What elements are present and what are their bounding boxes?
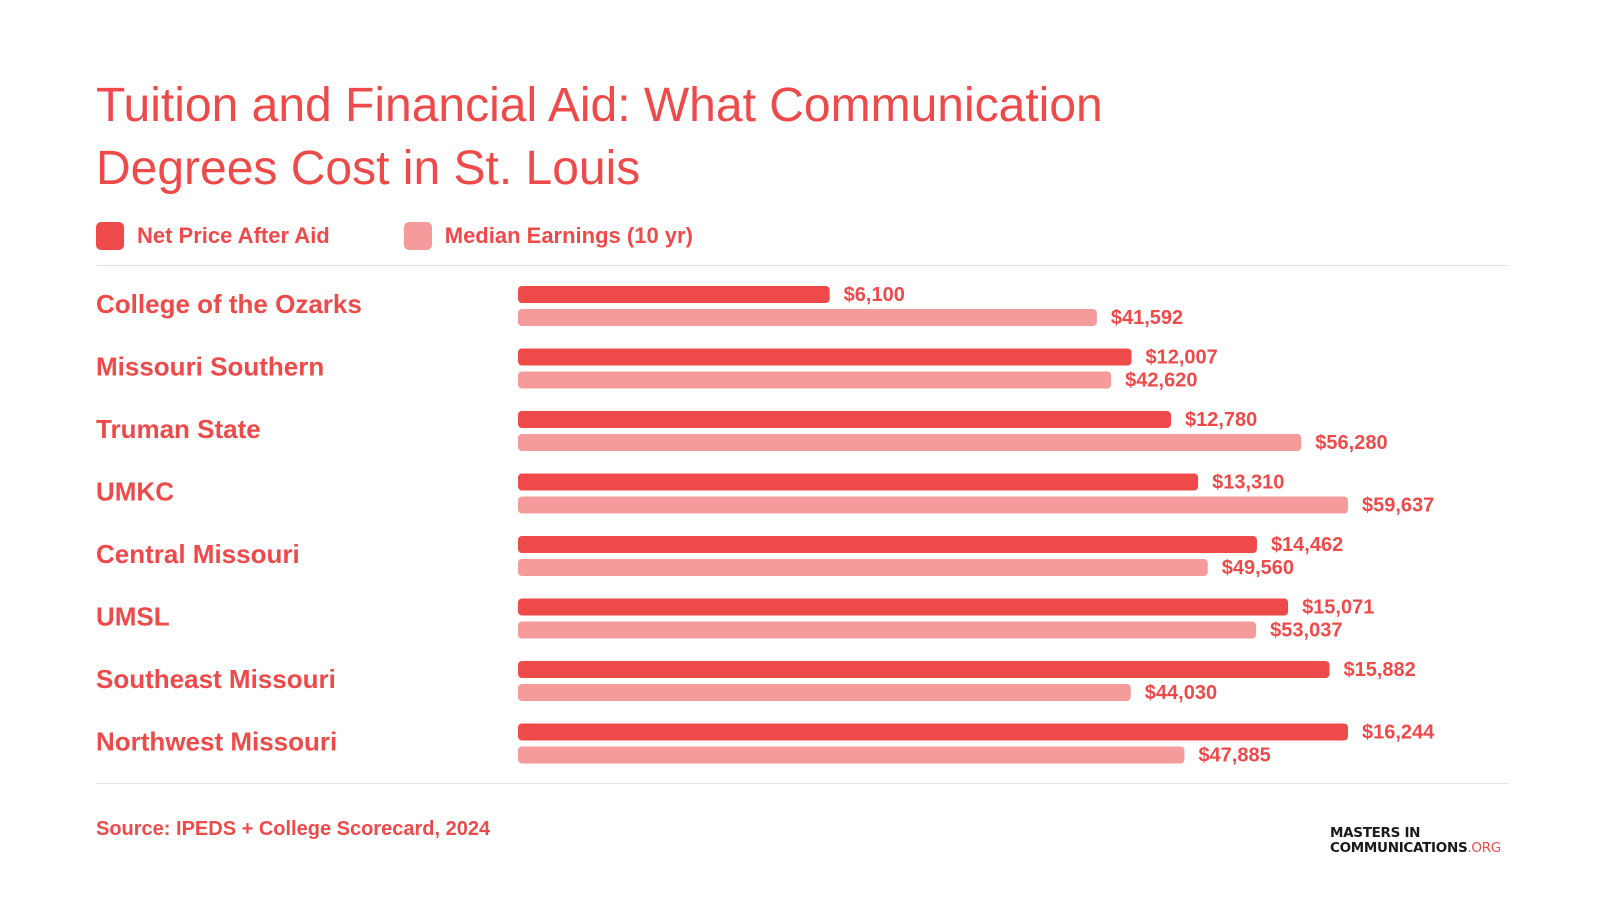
category-label: Missouri Southern <box>96 352 324 382</box>
source-note: Source: IPEDS + College Scorecard, 2024 <box>96 818 491 840</box>
bar-median-earnings <box>518 371 1112 389</box>
chart-title: Tuition and Financial Aid: What Communic… <box>96 74 1296 200</box>
bar-net-price <box>518 473 1199 491</box>
category-label: College of the Ozarks <box>96 289 362 319</box>
legend-label-net-price: Net Price After Aid <box>137 223 330 248</box>
logo-suffix: .ORG <box>1467 840 1501 856</box>
legend-item-median-earnings: Median Earnings (10 yr) <box>403 222 693 250</box>
bar-net-price <box>518 411 1172 428</box>
bar-net-price <box>518 536 1257 553</box>
bar-net-price <box>518 286 830 303</box>
bar-median-earnings <box>518 684 1131 701</box>
bottom-divider <box>96 783 1508 784</box>
logo-line-2: COMMUNICATIONS <box>1330 840 1468 856</box>
bar-net-price <box>518 598 1289 616</box>
value-label-net-price: $13,310 <box>1212 472 1284 494</box>
bar-median-earnings <box>518 746 1185 764</box>
value-label-net-price: $12,780 <box>1185 409 1257 431</box>
value-label-median-earnings: $42,620 <box>1125 370 1197 392</box>
category-label: Southeast Missouri <box>96 664 336 694</box>
chart-title-line-1: Tuition and Financial Aid: What Communic… <box>96 79 1103 132</box>
legend-item-net-price: Net Price After Aid <box>96 222 330 250</box>
legend: Net Price After Aid Median Earnings (10 … <box>96 222 767 250</box>
value-label-net-price: $12,007 <box>1146 347 1218 369</box>
bar-median-earnings <box>518 559 1208 576</box>
bar-net-price <box>518 348 1132 366</box>
category-label: Truman State <box>96 414 261 444</box>
value-label-median-earnings: $59,637 <box>1362 495 1434 517</box>
legend-swatch-median-earnings <box>403 222 432 250</box>
legend-label-median-earnings: Median Earnings (10 yr) <box>444 223 693 248</box>
legend-swatch-net-price <box>96 222 124 250</box>
category-label: UMKC <box>96 477 174 507</box>
logo-line-1: MASTERS IN <box>1330 825 1421 841</box>
value-label-net-price: $15,882 <box>1344 659 1416 681</box>
bar-median-earnings <box>518 621 1257 639</box>
value-label-net-price: $6,100 <box>844 284 905 306</box>
value-label-median-earnings: $41,592 <box>1111 307 1183 329</box>
bar-median-earnings <box>518 309 1097 326</box>
chart-title-line-2: Degrees Cost in St. Louis <box>96 142 641 195</box>
top-divider <box>96 265 1508 266</box>
category-label: UMSL <box>96 602 170 632</box>
value-label-median-earnings: $44,030 <box>1145 682 1217 704</box>
value-label-median-earnings: $47,885 <box>1198 745 1270 767</box>
value-label-median-earnings: $53,037 <box>1270 620 1342 642</box>
category-label: Northwest Missouri <box>96 727 337 757</box>
value-label-median-earnings: $49,560 <box>1222 557 1294 579</box>
bar-net-price <box>518 661 1330 678</box>
value-label-net-price: $14,462 <box>1271 534 1343 556</box>
value-label-net-price: $16,244 <box>1362 722 1435 744</box>
category-label: Central Missouri <box>96 539 300 569</box>
bar-median-earnings <box>518 434 1302 451</box>
value-label-net-price: $15,071 <box>1302 597 1374 619</box>
value-label-median-earnings: $56,280 <box>1315 432 1387 454</box>
bar-median-earnings <box>518 496 1348 514</box>
bar-net-price <box>518 723 1348 741</box>
site-logo: MASTERS IN COMMUNICATIONS.ORG <box>1330 826 1501 856</box>
